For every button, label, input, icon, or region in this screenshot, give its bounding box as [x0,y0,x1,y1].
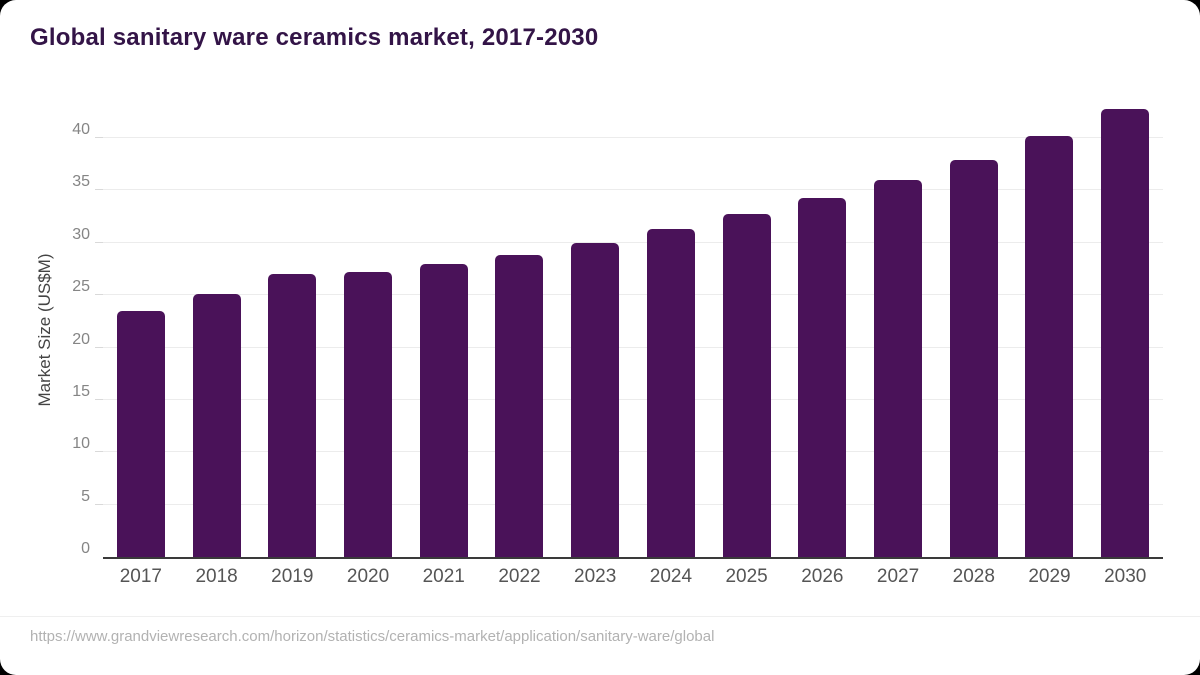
y-tickmark-5 [95,503,103,505]
y-tick-label-40: 40 [72,121,90,138]
y-tick-label-35: 35 [72,173,90,191]
y-tick-label-25: 25 [72,278,90,296]
plot-area: 0 5 10 15 20 25 30 35 40 [72,100,1163,559]
bar-slot-2026 [784,100,860,557]
x-tick-label-2023: 2023 [574,566,617,587]
y-tickmark-35 [95,189,103,191]
bar-slot-2022 [482,100,558,557]
x-axis-line [103,557,1163,559]
bar-2017 [116,310,165,557]
y-tickmark-10 [95,451,103,453]
gridline-5 [103,503,1163,505]
bar-slot-2029 [1012,100,1088,557]
chart-title: Global sanitary ware ceramics market, 20… [30,24,599,51]
gridline-20 [103,346,1163,348]
bar-2022 [495,255,544,557]
bar-2027 [874,179,923,557]
bar-slot-2028 [936,100,1012,557]
x-tick-label-2029: 2029 [1028,566,1071,587]
y-tick-label-15: 15 [72,382,90,400]
bar-2028 [949,160,998,557]
x-tick-label-2025: 2025 [725,566,768,587]
bar-slot-2027 [860,100,936,557]
y-tickmark-40 [95,137,103,138]
y-tickmark-15 [95,398,103,400]
bar-2024 [646,229,695,557]
bar-slot-2020 [330,100,406,557]
x-tick-label-2030: 2030 [1104,566,1147,587]
bar-slot-2030 [1087,100,1163,557]
bar-slot-2019 [254,100,330,557]
bar-2021 [419,263,468,557]
bars-layer [103,100,1163,557]
bar-2026 [798,197,847,557]
x-tick-label-2028: 2028 [952,566,995,587]
x-tick-label-2019: 2019 [271,566,314,587]
x-tick-label-2018: 2018 [195,566,238,587]
y-tick-label-5: 5 [81,487,90,505]
y-tick-label-20: 20 [72,330,90,348]
gridline-35 [103,189,1163,191]
source-url: https://www.grandviewresearch.com/horizo… [30,628,715,645]
x-axis-labels: 2017 2018 2019 2020 2021 2022 2023 2024 2025 2026… [103,566,1163,588]
bar-slot-2018 [179,100,255,557]
bar-2030 [1101,108,1150,557]
bar-2025 [722,214,771,557]
gridline-15 [103,398,1163,400]
gridline-30 [103,241,1163,243]
y-tickmark-30 [95,241,103,243]
bar-slot-2025 [709,100,785,557]
bar-2019 [268,274,317,557]
bar-2018 [192,294,241,557]
x-tick-label-2021: 2021 [422,566,465,587]
bar-slot-2021 [406,100,482,557]
x-tick-label-2027: 2027 [876,566,920,587]
x-tick-label-2024: 2024 [649,566,693,587]
x-tick-label-2017: 2017 [119,566,162,587]
bar-slot-2024 [633,100,709,557]
gridline-40 [103,137,1163,138]
bar-slot-2023 [557,100,633,557]
bar-2020 [344,272,393,557]
x-tick-label-2022: 2022 [498,566,541,587]
y-tick-label-0: 0 [81,540,90,557]
bar-slot-2017 [103,100,179,557]
gridline-10 [103,451,1163,453]
y-tick-label-10: 10 [72,435,90,453]
bar-2029 [1025,135,1074,557]
footer-divider [0,616,1200,617]
y-tickmark-20 [95,346,103,348]
y-tick-label-30: 30 [72,225,90,243]
y-tickmark-25 [95,294,103,296]
x-tick-label-2020: 2020 [346,566,390,587]
x-tick-label-2026: 2026 [801,566,844,587]
bar-2023 [571,242,620,557]
gridline-25 [103,294,1163,296]
